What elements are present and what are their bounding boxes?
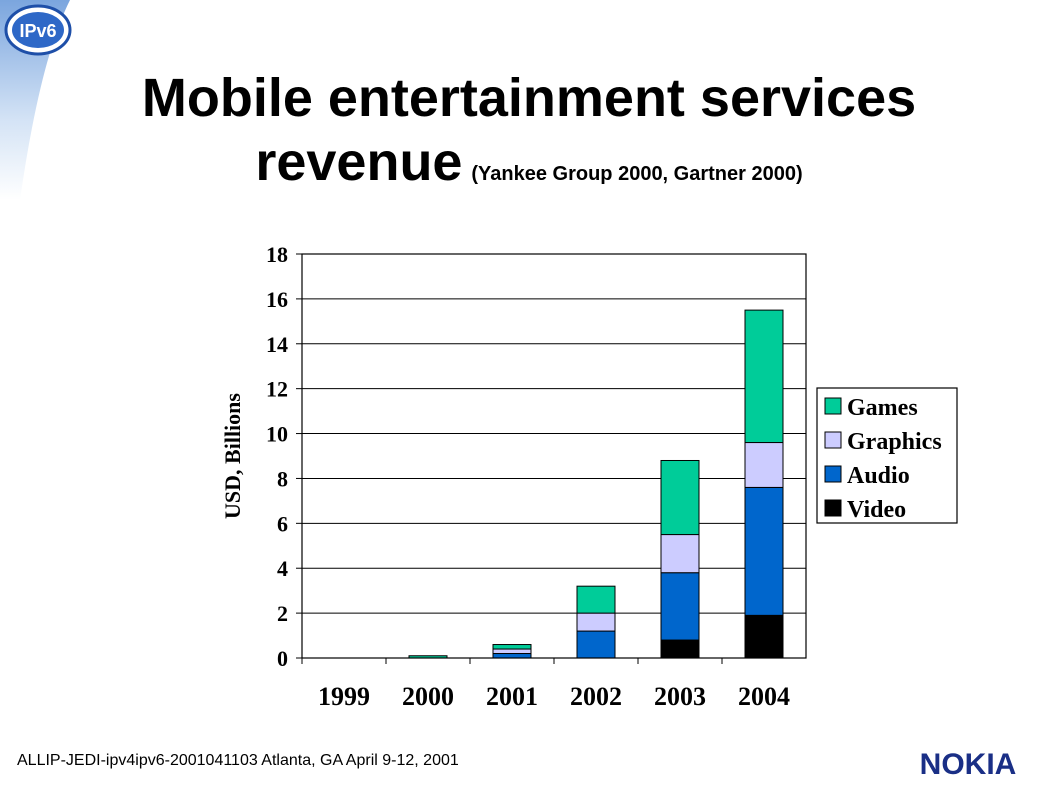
legend-label-audio: Audio <box>847 463 910 489</box>
nokia-logo: NOKIA <box>920 748 1017 781</box>
bar-segment-audio-2003 <box>660 572 700 641</box>
y-tick-label: 12 <box>266 377 288 402</box>
y-tick-label: 2 <box>277 601 288 626</box>
legend-swatch-video <box>824 499 842 517</box>
legend-swatch-games <box>824 397 842 415</box>
title-source: (Yankee Group 2000, Gartner 2000) <box>471 163 803 185</box>
logo-text: IPv6 <box>19 21 56 41</box>
bar-segment-audio-2004 <box>744 486 784 616</box>
bar-segment-games-2004 <box>744 309 784 444</box>
bar-segment-graphics-2002 <box>576 612 616 632</box>
legend-label-video: Video <box>847 497 906 523</box>
title-line2: revenue <box>255 132 463 192</box>
y-tick-label: 16 <box>266 287 288 312</box>
x-tick-label: 2004 <box>738 682 790 711</box>
y-tick-label: 6 <box>277 511 288 536</box>
x-tick-label: 1999 <box>318 682 370 711</box>
plot-frame <box>301 253 807 659</box>
bar-segment-graphics-2003 <box>660 534 700 574</box>
legend-label-graphics: Graphics <box>847 429 942 455</box>
footer-text: ALLIP-JEDI-ipv4ipv6-2001041103 Atlanta, … <box>17 752 459 769</box>
slide-title: Mobile entertainment services revenue (Y… <box>0 66 1058 194</box>
y-tick-label: 8 <box>277 466 288 491</box>
bar-segment-video-2003 <box>660 639 700 659</box>
bar-segment-graphics-2001 <box>492 648 532 655</box>
bar-segment-audio-2001 <box>492 653 532 659</box>
ipv6-logo: IPv6 <box>0 0 72 200</box>
x-tick-label: 2002 <box>570 682 622 711</box>
bar-segment-audio-2002 <box>576 630 616 659</box>
y-tick-label: 4 <box>277 556 288 581</box>
y-tick-label: 14 <box>266 332 288 357</box>
legend-swatch-audio <box>824 465 842 483</box>
x-tick-label: 2000 <box>402 682 454 711</box>
y-tick-label: 18 <box>266 242 288 267</box>
bar-segment-video-2004 <box>744 614 784 659</box>
title-line1: Mobile entertainment services <box>141 68 917 128</box>
bar-segment-games-2003 <box>660 459 700 536</box>
bar-segment-games-2002 <box>576 585 616 614</box>
x-tick-label: 2003 <box>654 682 706 711</box>
y-axis-label: USD, Billions <box>220 393 245 519</box>
y-tick-label: 10 <box>266 422 288 447</box>
x-tick-label: 2001 <box>486 682 538 711</box>
bar-segment-games-2001 <box>492 644 532 650</box>
legend-label-games: Games <box>847 395 918 421</box>
legend-swatch-graphics <box>824 431 842 449</box>
y-tick-label: 0 <box>277 646 288 671</box>
brand-text: NOKIA <box>920 748 1017 781</box>
bar-segment-graphics-2004 <box>744 442 784 488</box>
